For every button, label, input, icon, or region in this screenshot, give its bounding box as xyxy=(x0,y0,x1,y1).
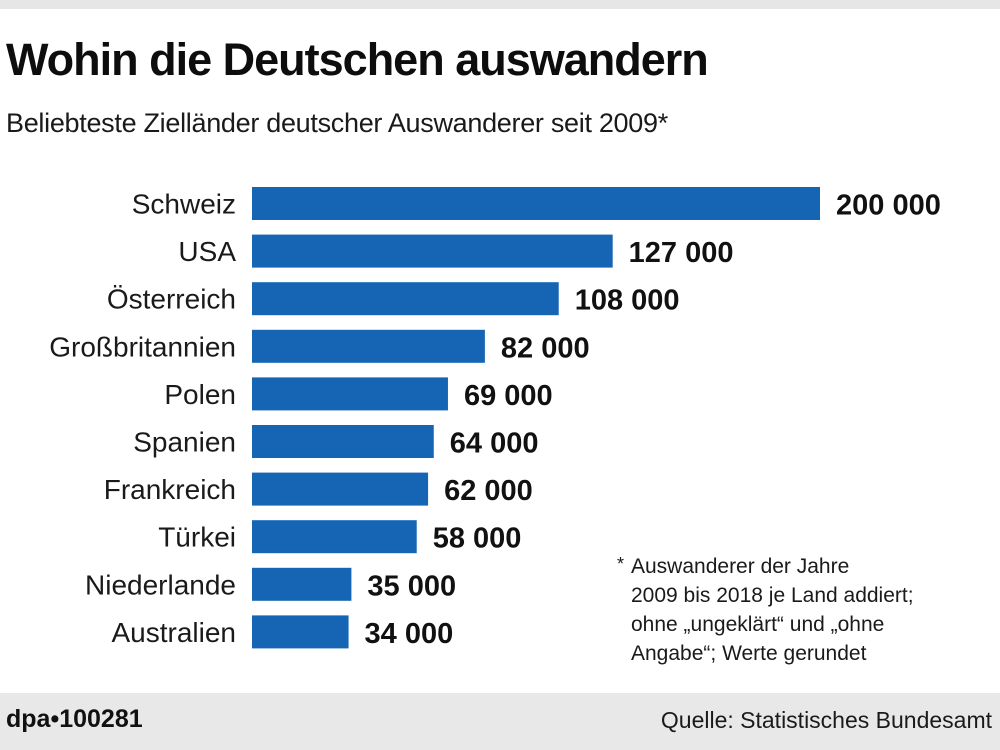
bar-spanien xyxy=(252,425,434,458)
footnote: * Auswanderer der Jahre 2009 bis 2018 je… xyxy=(617,552,997,668)
category-label-niederlande: Niederlande xyxy=(85,569,236,600)
value-label-osterreich: 108 000 xyxy=(575,285,680,317)
dpa-graphic-id: dpa•100281 xyxy=(6,705,143,733)
category-label-spanien: Spanien xyxy=(133,427,236,458)
bar-australien xyxy=(252,615,349,649)
category-label-polen: Polen xyxy=(164,379,236,410)
bar-chart: Schweiz 200 000 USA 127 000 Österreich 108 00… xyxy=(49,187,941,650)
value-label-spanien: 64 000 xyxy=(450,428,539,460)
source-credit: Quelle: Statistisches Bundesamt xyxy=(660,707,992,733)
bar-schweiz xyxy=(252,187,820,220)
bar-polen xyxy=(252,377,448,411)
category-label-australien: Australien xyxy=(111,617,236,648)
category-label-schweiz: Schweiz xyxy=(132,189,236,220)
top-strip xyxy=(0,0,1000,9)
category-label-usa: USA xyxy=(178,236,236,267)
footer-bar: dpa•100281 Quelle: Statistisches Bundesa… xyxy=(0,693,1000,750)
bar-frankreich xyxy=(252,472,429,506)
footnote-marker: * xyxy=(617,554,625,574)
value-label-niederlande: 35 000 xyxy=(367,570,456,602)
value-label-polen: 69 000 xyxy=(464,380,553,412)
category-label-frankreich: Frankreich xyxy=(104,474,236,505)
value-label-usa: 127 000 xyxy=(629,237,734,269)
bar-niederlande xyxy=(252,567,352,601)
bar-grossbritannien xyxy=(252,329,485,363)
bar-osterreich xyxy=(252,282,559,316)
value-label-frankreich: 62 000 xyxy=(444,475,533,507)
chart-subtitle: Beliebteste Zielländer deutscher Auswand… xyxy=(6,108,668,138)
category-label-turkei: Türkei xyxy=(158,522,236,553)
category-label-grossbritannien: Großbritannien xyxy=(49,331,236,362)
bar-usa xyxy=(252,234,613,268)
value-label-turkei: 58 000 xyxy=(433,523,522,555)
value-label-schweiz: 200 000 xyxy=(836,190,941,222)
value-label-grossbritannien: 82 000 xyxy=(501,332,590,364)
value-label-australien: 34 000 xyxy=(365,618,454,650)
footnote-text: Auswanderer der Jahre 2009 bis 2018 je L… xyxy=(631,555,914,665)
chart-title: Wohin die Deutschen auswandern xyxy=(6,34,709,85)
category-label-osterreich: Österreich xyxy=(107,284,236,315)
bar-turkei xyxy=(252,520,417,554)
